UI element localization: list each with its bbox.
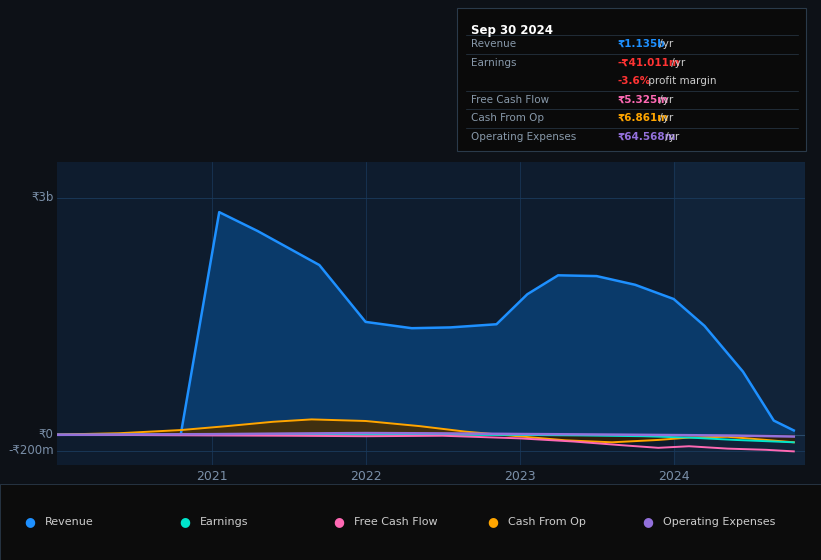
Bar: [674, 162, 805, 465]
Text: Earnings: Earnings: [200, 517, 248, 527]
Text: ●: ●: [179, 515, 190, 529]
Text: Earnings: Earnings: [471, 58, 516, 68]
Text: Revenue: Revenue: [45, 517, 94, 527]
Text: ●: ●: [642, 515, 653, 529]
Text: Free Cash Flow: Free Cash Flow: [354, 517, 438, 527]
Text: Cash From Op: Cash From Op: [508, 517, 586, 527]
Text: ₹1.135b: ₹1.135b: [617, 39, 665, 49]
Text: /yr: /yr: [662, 132, 679, 142]
Text: -₹41.011m: -₹41.011m: [617, 58, 680, 68]
Text: Cash From Op: Cash From Op: [471, 113, 544, 123]
Text: Revenue: Revenue: [471, 39, 516, 49]
Text: -₹200m: -₹200m: [8, 444, 53, 457]
Text: /yr: /yr: [657, 39, 674, 49]
Text: Operating Expenses: Operating Expenses: [471, 132, 576, 142]
Text: Sep 30 2024: Sep 30 2024: [471, 24, 553, 36]
Text: Operating Expenses: Operating Expenses: [663, 517, 775, 527]
Text: /yr: /yr: [657, 95, 674, 105]
Text: profit margin: profit margin: [645, 76, 717, 86]
Text: ₹3b: ₹3b: [31, 192, 53, 204]
Text: ●: ●: [333, 515, 344, 529]
Text: ●: ●: [25, 515, 35, 529]
Text: -3.6%: -3.6%: [617, 76, 650, 86]
Text: Free Cash Flow: Free Cash Flow: [471, 95, 549, 105]
Text: ●: ●: [488, 515, 498, 529]
Text: ₹0: ₹0: [39, 428, 53, 441]
Text: /yr: /yr: [657, 113, 674, 123]
Text: ₹6.861m: ₹6.861m: [617, 113, 668, 123]
Text: /yr: /yr: [667, 58, 685, 68]
Text: ₹5.325m: ₹5.325m: [617, 95, 668, 105]
Text: ₹64.568m: ₹64.568m: [617, 132, 676, 142]
